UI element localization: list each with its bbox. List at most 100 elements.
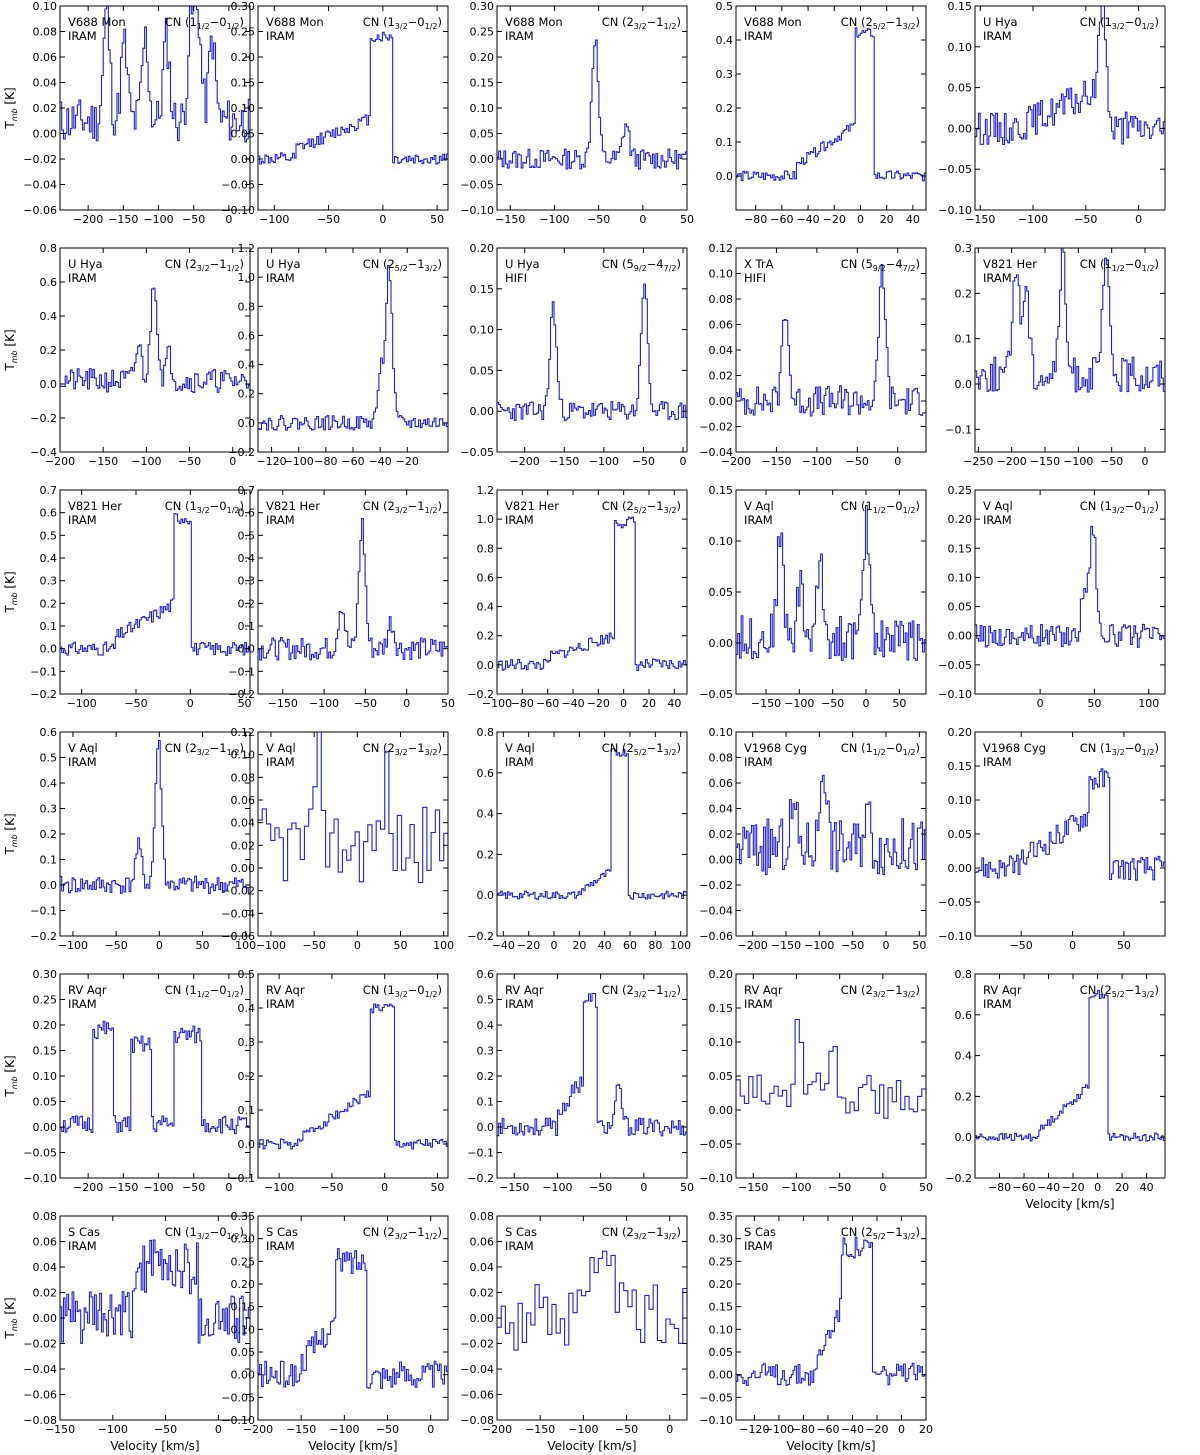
transition-label: CN (23/2−13/2) (841, 983, 920, 999)
y-tick-label: 0.08 (470, 1210, 495, 1223)
y-tick-label: 0.35 (231, 1210, 256, 1223)
star-name: V688 Mon (68, 15, 126, 29)
x-tick-label: −100 (764, 1423, 794, 1436)
y-tick-label: 0.20 (948, 726, 973, 739)
y-tick-label: 0.25 (948, 484, 973, 497)
x-tick-label: −100 (804, 939, 834, 952)
x-tick-label: −100 (781, 1181, 811, 1194)
x-tick-label: 0 (620, 697, 627, 710)
y-tick-label: 0.4 (477, 601, 495, 614)
telescope-name: IRAM (266, 1239, 295, 1253)
x-tick-label: −50 (589, 1181, 612, 1194)
y-tick-label: 0.05 (709, 586, 734, 599)
y-tick-label: 0.5 (238, 968, 256, 981)
y-tick-label: 0.20 (231, 51, 256, 64)
y-tick-label: −0.05 (699, 688, 733, 701)
spectrum-line (258, 265, 448, 431)
star-name: RV Aqr (68, 983, 107, 997)
y-tick-label: −0.2 (30, 930, 57, 943)
star-name: U Hya (983, 15, 1018, 29)
y-tick-label: −0.2 (467, 930, 494, 943)
x-tick-label: −150 (108, 1181, 138, 1194)
y-tick-label: −0.06 (460, 1389, 494, 1402)
y-tick-label: 0.0 (477, 659, 495, 672)
star-name: U Hya (505, 257, 540, 271)
y-tick-label: 1.0 (477, 513, 495, 526)
y-tick-label: 0.15 (709, 1002, 734, 1015)
x-axis-title: Velocity [km/s] (786, 1439, 875, 1453)
spectrum-line (60, 740, 250, 895)
transition-label: CN (11/2−01/2) (841, 499, 920, 515)
y-tick-label: −0.04 (23, 179, 57, 192)
y-tick-label: −0.05 (221, 179, 255, 192)
spectrum-line (975, 248, 1165, 393)
transition-label: CN (59/2−47/2) (602, 257, 681, 273)
y-tick-label: 0.1 (40, 620, 58, 633)
y-tick-label: 0.00 (231, 153, 256, 166)
y-tick-label: 0.4 (955, 1050, 973, 1063)
y-tick-label: 0.15 (948, 542, 973, 555)
y-tick-label: 0.3 (40, 803, 58, 816)
y-tick-label: −0.05 (460, 446, 494, 459)
y-tick-label: −0.1 (467, 1147, 494, 1160)
x-tick-label: −120 (739, 1423, 769, 1436)
y-tick-label: 0.05 (948, 82, 973, 95)
x-tick-label: 0 (1037, 697, 1044, 710)
y-axis-title: Tmb [K] (3, 1055, 19, 1097)
spectrum-panel: −150 −100 −50 0 −0.10 −0.05 0.00 0.05 0.10 0.15 U … (938, 0, 1166, 226)
x-tick-label: −50 (587, 213, 610, 226)
y-tick-label: 0.15 (33, 1045, 58, 1058)
x-tick-label: 0 (1142, 455, 1149, 468)
star-name: V Aql (266, 741, 296, 755)
star-name: V1968 Cyg (983, 741, 1046, 755)
x-tick-label: 50 (912, 939, 926, 952)
spectrum-line (975, 768, 1165, 881)
y-tick-label: −0.05 (699, 1138, 733, 1151)
y-tick-label: 0.00 (33, 128, 58, 141)
x-tick-label: −100 (329, 1423, 359, 1436)
y-tick-label: 0.6 (477, 767, 495, 780)
x-tick-label: −50 (615, 1423, 638, 1436)
y-tick-label: 0.3 (238, 575, 256, 588)
x-tick-label: −200 (997, 455, 1027, 468)
y-tick-label: 0.0 (716, 170, 734, 183)
x-tick-label: −100 (1063, 455, 1093, 468)
y-tick-label: 0.30 (231, 1233, 256, 1246)
telescope-name: IRAM (983, 755, 1012, 769)
x-tick-label: −20 (517, 939, 540, 952)
x-tick-label: 0 (551, 939, 558, 952)
x-tick-label: −200 (482, 1423, 512, 1436)
x-tick-label: −100 (98, 1423, 128, 1436)
y-tick-label: 0.20 (470, 242, 495, 255)
telescope-name: IRAM (505, 1239, 534, 1253)
spectrum-panel: −200 −150 −100 −50 0 −0.04 −0.02 0.00 0.02 0.04 0.… (699, 242, 927, 468)
y-tick-label: −0.02 (699, 421, 733, 434)
telescope-name: IRAM (505, 755, 534, 769)
y-tick-label: 0.15 (470, 77, 495, 90)
y-tick-label: 0.8 (238, 300, 256, 313)
y-tick-label: 0.00 (231, 862, 256, 875)
star-name: V Aql (505, 741, 535, 755)
y-tick-label: 0.6 (40, 276, 58, 289)
x-tick-label: 50 (680, 213, 694, 226)
x-tick-label: 0 (898, 1423, 905, 1436)
y-tick-label: 0.6 (40, 726, 58, 739)
telescope-name: IRAM (266, 513, 295, 527)
x-tick-label: −100 (259, 213, 289, 226)
y-tick-label: 0.05 (709, 1070, 734, 1083)
y-tick-label: −0.1 (228, 665, 255, 678)
x-tick-label: −100 (256, 939, 286, 952)
y-tick-label: 0.25 (470, 26, 495, 39)
x-tick-label: −250 (963, 455, 993, 468)
spectrum-panel: −100 −50 0 50 −0.10 −0.05 0.00 0.05 0.10 0.15 0.20… (221, 0, 449, 226)
y-tick-label: 0.15 (231, 1301, 256, 1314)
y-tick-label: 0.3 (40, 575, 58, 588)
spectrum-line (60, 1020, 250, 1134)
telescope-name: IRAM (266, 271, 295, 285)
x-tick-label: −150 (495, 213, 525, 226)
telescope-name: IRAM (266, 755, 295, 769)
x-tick-label: −150 (88, 455, 118, 468)
y-tick-label: 0.10 (709, 726, 734, 739)
x-tick-label: −150 (771, 939, 801, 952)
y-tick-label: 0.3 (955, 242, 973, 255)
